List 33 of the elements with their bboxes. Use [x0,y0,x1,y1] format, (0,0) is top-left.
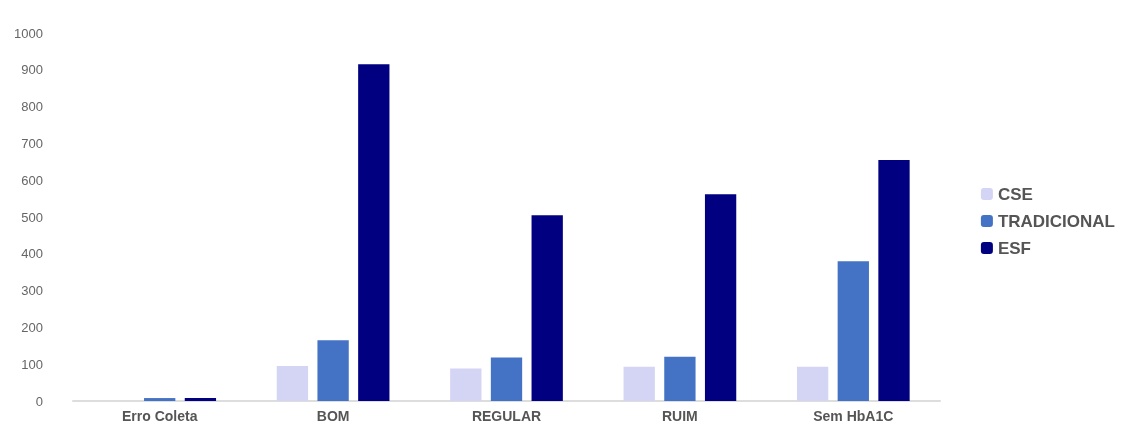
x-tick-label: RUIM [662,408,698,424]
y-tick-label: 100 [21,356,43,372]
x-tick-label: Sem HbA1C [813,408,894,424]
y-tick-label: 0 [35,393,43,409]
bar [531,215,563,401]
y-tick-label: 500 [21,209,43,225]
legend-label: ESF [997,238,1031,258]
y-tick-label: 1000 [14,25,43,41]
bar [276,366,309,401]
y-tick-label: 600 [21,172,43,188]
bar [144,398,176,401]
bar [796,366,829,401]
legend-label: CSE [997,184,1033,204]
y-tick-label: 800 [21,99,43,115]
y-tick-label: 900 [21,62,43,78]
legend-label: TRADICIONAL [997,211,1116,231]
y-tick-label: 200 [21,319,43,335]
bar [490,357,523,401]
y-tick-label: 400 [21,246,43,262]
x-tick-label: BOM [316,408,350,424]
bar [450,368,482,401]
bar [184,398,217,401]
bar [358,64,390,401]
bar [704,194,737,401]
bar [878,159,910,401]
bar [837,261,869,401]
bar [664,356,696,401]
bar [623,366,655,401]
x-tick-label: REGULAR [471,408,542,424]
bar [317,340,349,401]
y-tick-label: 700 [21,135,43,151]
y-tick-label: 300 [21,283,43,299]
x-tick-label: Erro Coleta [121,408,198,424]
